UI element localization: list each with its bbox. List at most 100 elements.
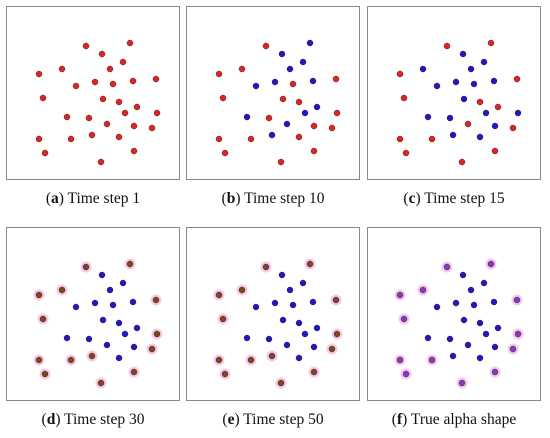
data-point <box>446 335 454 343</box>
data-point <box>121 109 129 117</box>
data-point <box>115 133 123 141</box>
data-point <box>458 158 466 166</box>
data-point <box>215 70 223 78</box>
panel-caption: (b) Time step 10 <box>221 190 325 207</box>
data-point <box>309 77 317 85</box>
data-point <box>85 335 93 343</box>
data-point <box>467 65 475 73</box>
data-point <box>396 291 404 299</box>
scatter-plot <box>186 6 360 180</box>
data-point <box>289 301 297 309</box>
panel-border <box>6 227 180 401</box>
data-point <box>148 124 156 132</box>
data-point <box>476 319 484 327</box>
data-point <box>419 65 427 73</box>
data-point <box>247 135 255 143</box>
data-point <box>513 296 521 304</box>
data-point <box>39 94 47 102</box>
data-point <box>491 147 499 155</box>
data-point <box>58 286 66 294</box>
data-point <box>402 370 410 378</box>
data-point <box>278 271 286 279</box>
data-point <box>487 260 495 268</box>
panel-frame <box>186 227 360 401</box>
data-point <box>459 50 467 58</box>
data-point <box>119 279 127 287</box>
data-point <box>243 113 251 121</box>
data-point <box>464 120 472 128</box>
data-point <box>328 124 336 132</box>
data-point <box>424 113 432 121</box>
data-point <box>35 291 43 299</box>
data-point <box>130 343 138 351</box>
data-point <box>271 78 279 86</box>
data-point <box>333 330 341 338</box>
panel-border <box>367 227 541 401</box>
data-point <box>130 147 138 155</box>
data-point <box>72 82 80 90</box>
data-point <box>106 286 114 294</box>
data-point <box>490 298 498 306</box>
data-point <box>133 324 141 332</box>
data-point <box>283 120 291 128</box>
data-point <box>219 94 227 102</box>
data-point <box>72 303 80 311</box>
scatter-plot <box>6 6 180 180</box>
data-point <box>109 301 117 309</box>
data-point <box>433 82 441 90</box>
panel-frame <box>367 227 541 401</box>
data-point <box>129 298 137 306</box>
data-point <box>103 120 111 128</box>
data-point <box>279 95 287 103</box>
data-point <box>63 334 71 342</box>
data-point <box>482 109 490 117</box>
data-point <box>289 80 297 88</box>
data-point <box>109 80 117 88</box>
data-point <box>268 131 276 139</box>
data-point <box>41 370 49 378</box>
data-point <box>252 303 260 311</box>
data-point <box>299 58 307 66</box>
panel-frame <box>367 6 541 180</box>
panel-frame <box>186 6 360 180</box>
panel-frame <box>6 227 180 401</box>
data-point <box>98 271 106 279</box>
data-point <box>268 352 276 360</box>
data-point <box>99 95 107 103</box>
data-point <box>35 135 43 143</box>
data-point <box>310 147 318 155</box>
data-point <box>115 319 123 327</box>
data-point <box>58 65 66 73</box>
data-point <box>491 343 499 351</box>
data-point <box>313 103 321 111</box>
data-point <box>219 315 227 323</box>
data-point <box>130 368 138 376</box>
data-point <box>310 368 318 376</box>
data-point <box>295 98 303 106</box>
data-point <box>491 368 499 376</box>
data-point <box>419 286 427 294</box>
data-point <box>88 131 96 139</box>
data-point <box>152 296 160 304</box>
data-point <box>119 58 127 66</box>
data-point <box>433 303 441 311</box>
data-point <box>115 98 123 106</box>
panel-border <box>367 6 541 180</box>
data-point <box>286 65 294 73</box>
data-point <box>301 330 309 338</box>
data-point <box>494 103 502 111</box>
data-point <box>458 379 466 387</box>
data-point <box>306 260 314 268</box>
data-point <box>262 42 270 50</box>
data-point <box>460 316 468 324</box>
data-point <box>99 316 107 324</box>
data-point <box>509 124 517 132</box>
data-point <box>443 263 451 271</box>
data-point <box>310 343 318 351</box>
data-point <box>301 109 309 117</box>
data-point <box>449 352 457 360</box>
scatter-plot <box>6 227 180 401</box>
data-point <box>121 330 129 338</box>
data-point <box>514 330 522 338</box>
panel-border <box>6 6 180 180</box>
